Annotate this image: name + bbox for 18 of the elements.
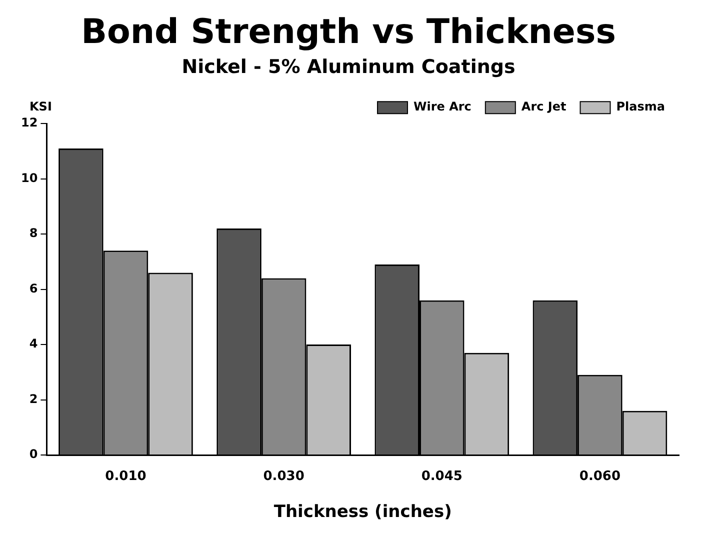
legend-label: Wire Arc <box>414 100 472 114</box>
y-axis-title: KSI <box>29 100 52 114</box>
x-tick-label: 0.045 <box>421 469 462 484</box>
y-tick-label: 4 <box>29 336 38 351</box>
legend-label: Plasma <box>616 100 665 114</box>
y-tick-label: 0 <box>29 447 38 462</box>
y-tick-label: 12 <box>20 116 38 130</box>
y-tick-label: 10 <box>20 170 38 185</box>
y-tick-label: 8 <box>29 226 38 240</box>
x-tick-label: 0.030 <box>263 469 304 484</box>
y-tick-label: 2 <box>29 392 38 406</box>
y-tick-label: 6 <box>29 281 38 296</box>
chart-subtitle: Nickel - 5% Aluminum Coatings <box>182 56 516 78</box>
legend-label: Arc Jet <box>521 100 567 114</box>
x-axis-title: Thickness (inches) <box>274 502 452 522</box>
x-tick-label: 0.060 <box>579 469 621 484</box>
x-tick-label: 0.010 <box>105 469 146 484</box>
chart-title: Bond Strength vs Thickness <box>81 12 616 52</box>
